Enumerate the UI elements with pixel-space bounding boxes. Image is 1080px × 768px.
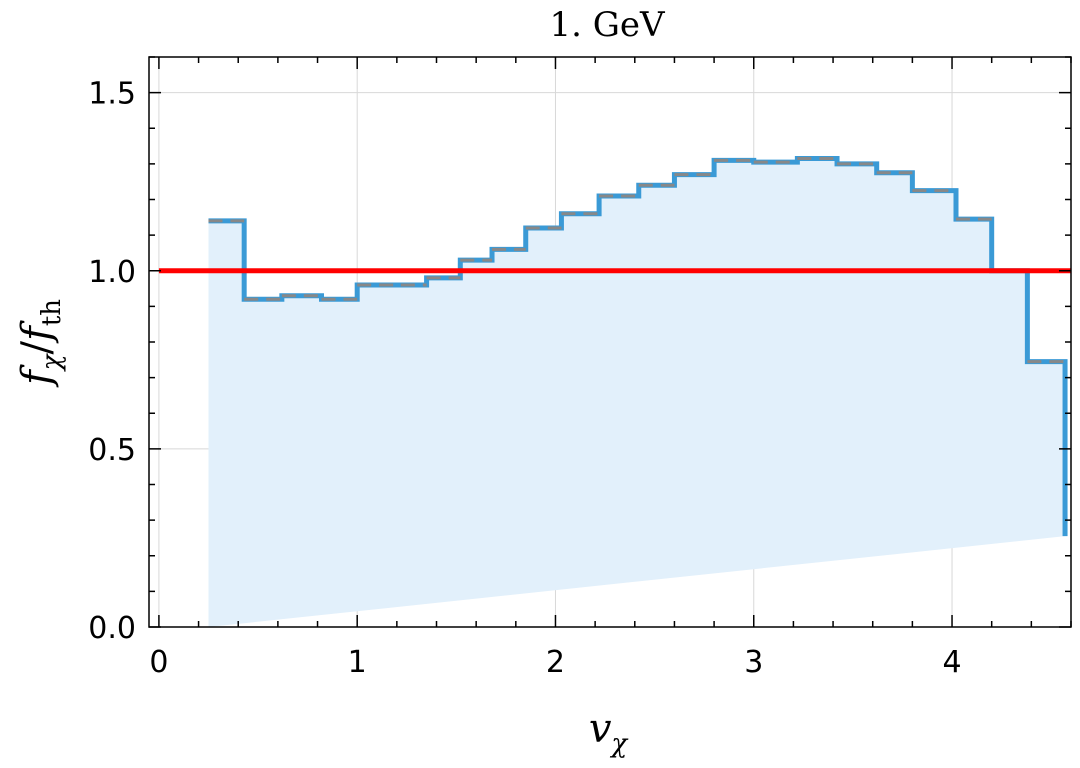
chart-title: 1. GeV [549,5,666,45]
y-tick-label: 1.0 [88,255,136,290]
histogram-fill [208,158,1066,627]
histogram-step-line [208,156,1068,537]
y-tick-label: 0.0 [88,611,136,646]
x-tick-label: 0 [149,645,168,680]
x-tick-label: 4 [942,645,961,680]
tick-labels: 0 1 2 3 4 0.0 0.5 1.0 1.5 [88,77,961,680]
y-tick-label: 1.5 [88,77,136,112]
x-tick-label: 3 [744,645,763,680]
axis-ticks [149,56,1072,628]
y-axis-label: fχ/fth [14,299,67,388]
x-tick-label: 2 [546,645,565,680]
y-tick-label: 0.5 [88,433,136,468]
x-axis-label: vχ [589,706,630,759]
x-tick-label: 1 [348,645,367,680]
